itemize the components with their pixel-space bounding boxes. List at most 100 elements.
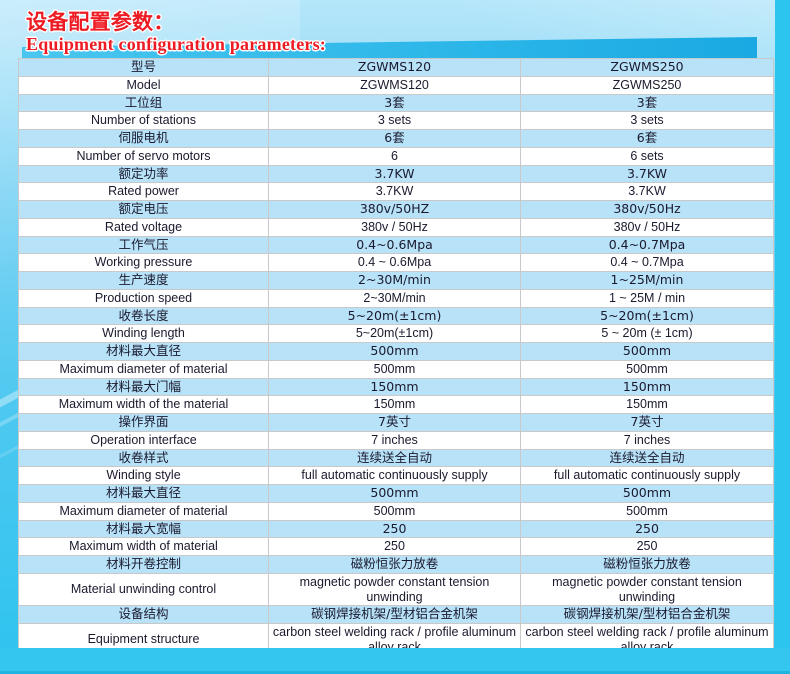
table-row: Maximum diameter of material 500mm 500mm [18,501,774,521]
table-cell-parameter: 工位组 [18,93,269,113]
table-cell-parameter: Number of stations [18,111,269,130]
table-cell-parameter: Working pressure [18,253,269,272]
table-cell-parameter: 型号 [18,58,269,77]
table-cell-value: 3套 [520,93,774,113]
table-cell-value: 5~20m(±1cm) [268,306,521,326]
table-cell-value: 2~30M/min [268,288,521,308]
table-cell-value: 碳钢焊接机架/型材铝合金机架 [520,605,774,624]
table-cell-parameter: Operation interface [18,430,269,450]
table-row: 额定电压 380v/50HZ 380v/50Hz [18,200,774,219]
table-row: Material unwinding control magnetic powde… [18,572,774,607]
table-cell-value: 6套 [520,129,774,148]
table-cell-value: 500mm [520,484,774,503]
table-cell-parameter: Number of servo motors [18,146,269,166]
table-cell-value: 0.4~0.6Mpa [268,235,521,255]
table-cell-parameter: 材料最大直径 [18,484,269,503]
table-row: Number of stations 3 sets 3 sets [18,111,774,130]
table-row: Production speed 2~30M/min 1 ~ 25M / min [18,288,774,308]
table-cell-value: ZGWMS120 [268,75,521,95]
table-cell-value: 1~25M/min [520,271,774,290]
table-row: 收卷样式 连续送全自动 连续送全自动 [18,448,774,468]
table-row: Maximum width of material 250 250 [18,537,774,556]
table-cell-parameter: 收卷长度 [18,306,269,326]
table-cell-value: full automatic continuously supply [268,466,521,485]
table-row: Number of servo motors 6 6 sets [18,146,774,166]
table-row: 材料最大宽幅 250 250 [18,519,774,539]
table-cell-parameter: Maximum width of material [18,537,269,556]
table-cell-value: 3套 [268,93,521,113]
table-cell-value: 250 [268,519,521,539]
table-cell-value: 150mm [520,377,774,397]
table-row: 设备结构 碳钢焊接机架/型材铝合金机架 碳钢焊接机架/型材铝合金机架 [18,605,774,624]
table-cell-parameter: 材料开卷控制 [18,555,269,574]
bottom-accent-line [0,671,790,674]
table-cell-value: 250 [268,537,521,556]
table-row: 材料最大直径 500mm 500mm [18,342,774,361]
table-cell-value: 150mm [268,377,521,397]
table-cell-value: ZGWMS250 [520,75,774,95]
table-cell-value: 500mm [268,501,521,521]
table-cell-value: 3.7KW [268,164,521,184]
table-cell-parameter: Maximum diameter of material [18,501,269,521]
table-cell-parameter: Material unwinding control [18,572,269,607]
table-row: 操作界面 7英寸 7英寸 [18,413,774,432]
table-cell-parameter: 生产速度 [18,271,269,290]
table-cell-value: 连续送全自动 [268,448,521,468]
table-cell-value: 250 [520,519,774,539]
table-row: 额定功率 3.7KW 3.7KW [18,164,774,184]
table-cell-value: 500mm [520,342,774,361]
table-cell-parameter: 额定功率 [18,164,269,184]
table-row: 材料最大直径 500mm 500mm [18,484,774,503]
table-cell-parameter: 工作气压 [18,235,269,255]
table-cell-value: 500mm [268,484,521,503]
table-cell-value: full automatic continuously supply [520,466,774,485]
right-accent-band [775,0,790,674]
table-cell-parameter: 额定电压 [18,200,269,219]
specification-table-body: 型号 ZGWMS120 ZGWMS250 Model ZGWMS120 ZGWMS250 工… [18,58,774,674]
table-row: 伺服电机 6套 6套 [18,129,774,148]
table-cell-value: 250 [520,537,774,556]
table-cell-parameter: 伺服电机 [18,129,269,148]
table-row: 材料最大门幅 150mm 150mm [18,377,774,397]
table-cell-value: ZGWMS120 [268,58,521,77]
table-cell-value: 500mm [520,359,774,379]
table-cell-value: 380v/50HZ [268,200,521,219]
table-row: Maximum diameter of material 500mm 500mm [18,359,774,379]
table-cell-value: 6 sets [520,146,774,166]
table-cell-value: 碳钢焊接机架/型材铝合金机架 [268,605,521,624]
table-cell-value: 3 sets [520,111,774,130]
table-cell-value: 5~20m(±1cm) [268,324,521,343]
table-row: Working pressure 0.4 ~ 0.6Mpa 0.4 ~ 0.7Mpa [18,253,774,272]
table-row: Maximum width of the material 150mm 150mm [18,395,774,414]
table-cell-value: 5~20m(±1cm) [520,306,774,326]
table-row: 生产速度 2~30M/min 1~25M/min [18,271,774,290]
specification-table: 型号 ZGWMS120 ZGWMS250 Model ZGWMS120 ZGWMS250 工… [18,58,774,674]
table-cell-value: 3.7KW [520,164,774,184]
table-cell-parameter: 收卷样式 [18,448,269,468]
table-cell-value: 6套 [268,129,521,148]
table-cell-value: 3.7KW [520,182,774,201]
table-cell-value: 0.4 ~ 0.7Mpa [520,253,774,272]
table-cell-parameter: Rated voltage [18,217,269,237]
table-cell-value: 磁粉恒张力放卷 [268,555,521,574]
table-cell-value: 3.7KW [268,182,521,201]
table-cell-value: 500mm [268,342,521,361]
table-cell-value: 7 inches [268,430,521,450]
specification-table-wrapper: 型号 ZGWMS120 ZGWMS250 Model ZGWMS120 ZGWMS250 工… [18,58,774,674]
table-cell-value: 150mm [520,395,774,414]
page-title: 设备配置参数： Equipment configuration paramete… [22,8,762,59]
table-row: 材料开卷控制 磁粉恒张力放卷 磁粉恒张力放卷 [18,555,774,574]
table-cell-parameter: Production speed [18,288,269,308]
table-row: Winding style full automatic continuously… [18,466,774,485]
table-cell-value: 3 sets [268,111,521,130]
table-row: Rated voltage 380v / 50Hz 380v / 50Hz [18,217,774,237]
table-row: Rated power 3.7KW 3.7KW [18,182,774,201]
table-row: 型号 ZGWMS120 ZGWMS250 [18,58,774,77]
table-row: 工位组 3套 3套 [18,93,774,113]
table-cell-parameter: Model [18,75,269,95]
table-cell-parameter: Maximum diameter of material [18,359,269,379]
table-cell-value: 1 ~ 25M / min [520,288,774,308]
table-cell-value: 380v / 50Hz [268,217,521,237]
table-row: Operation interface 7 inches 7 inches [18,430,774,450]
